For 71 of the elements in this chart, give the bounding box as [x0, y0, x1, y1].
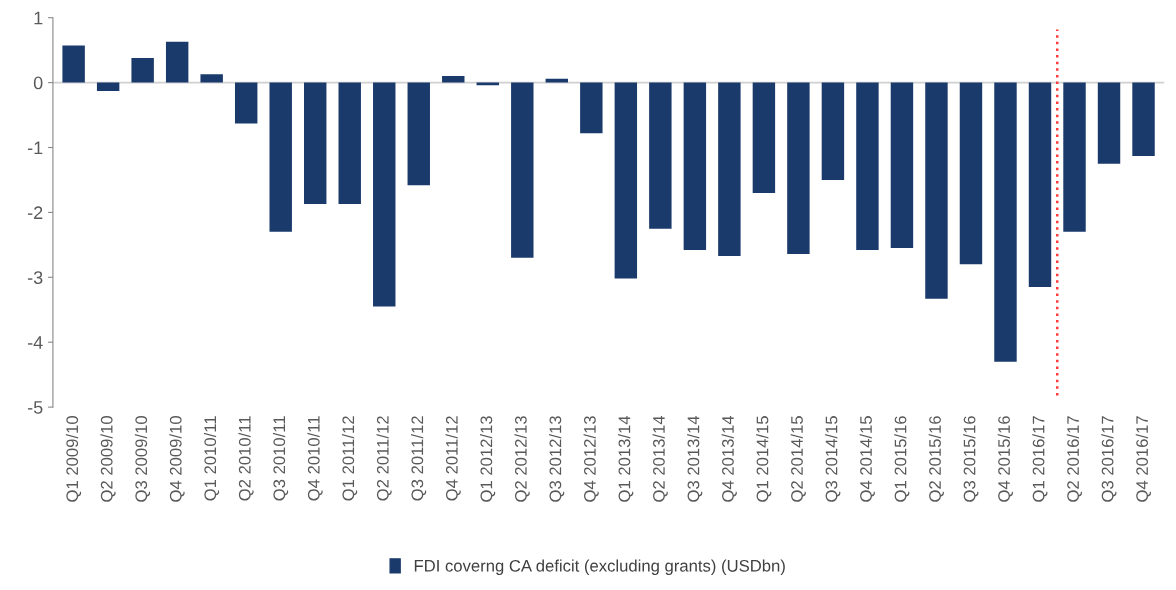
x-tick-label: Q3 2012/13 [549, 416, 565, 502]
bar [269, 82, 292, 232]
bar [683, 82, 707, 251]
y-tick-label: -5 [27, 401, 43, 414]
x-tick-label: Q3 2011/12 [410, 416, 427, 501]
bar [1097, 82, 1121, 164]
x-tick-label: Q4 2013/14 [721, 415, 737, 502]
bar [856, 82, 879, 251]
x-tick-label: Q4 2012/13 [583, 416, 599, 502]
bar [62, 45, 85, 83]
x-tick-label: Q1 2016/17 [1032, 416, 1048, 502]
x-tick-label: Q1 2013/14 [618, 415, 634, 502]
x-tick-label: Q4 2015/16 [997, 416, 1013, 502]
x-tick-label: Q1 2011/12 [341, 416, 358, 501]
legend-label: FDI coverng CA deficit (excluding grants) (USDbn) [414, 559, 785, 575]
bar [338, 82, 361, 204]
bar [165, 41, 189, 83]
x-tick-label: Q3 2016/17 [1101, 416, 1117, 502]
bar [373, 82, 396, 307]
bar [752, 82, 776, 193]
x-tick-label: Q4 2010/11 [307, 416, 323, 501]
bar [511, 82, 534, 258]
y-tick-label: 0 [33, 76, 43, 90]
x-tick-label: Q1 2012/13 [480, 416, 496, 502]
y-tick-label: -1 [27, 141, 43, 155]
x-tick-label: Q1 2010/11 [203, 416, 220, 501]
bar [890, 82, 914, 249]
bar [1028, 82, 1052, 288]
x-tick-label: Q2 2015/16 [928, 416, 944, 502]
x-tick-label: Q1 2014/15 [756, 416, 772, 502]
x-tick-label: Q4 2016/17 [1135, 416, 1151, 502]
bar [304, 82, 327, 204]
bar [234, 82, 258, 124]
bar [1132, 82, 1155, 156]
x-tick-label: Q3 2010/11 [272, 416, 289, 501]
x-tick-label: Q2 2014/15 [790, 416, 806, 502]
x-tick-label: Q2 2009/10 [100, 416, 116, 502]
bar [200, 74, 223, 83]
bar [580, 82, 603, 134]
bar [614, 82, 638, 279]
bar [407, 82, 430, 186]
bar [1063, 82, 1086, 232]
y-tick-label: -2 [27, 206, 43, 219]
x-tick-label: Q3 2014/15 [825, 416, 841, 502]
y-tick-label: -3 [27, 271, 43, 285]
x-tick-label: Q4 2011/12 [445, 416, 461, 501]
bar [787, 82, 810, 254]
bar [442, 76, 465, 83]
bar [649, 82, 672, 229]
bar [718, 82, 741, 256]
bar [96, 82, 120, 92]
bar [994, 82, 1017, 362]
x-tick-label: Q3 2009/10 [134, 416, 151, 502]
bar [925, 82, 948, 299]
x-tick-label: Q2 2012/13 [514, 416, 530, 502]
bar [821, 82, 845, 180]
x-tick-label: Q1 2015/16 [894, 416, 910, 502]
x-tick-label: Q2 2013/14 [652, 415, 668, 502]
x-tick-label: Q4 2014/15 [859, 416, 875, 502]
y-tick-label: -4 [27, 336, 43, 349]
bar [545, 78, 569, 83]
x-tick-label: Q2 2010/11 [238, 416, 254, 501]
bar [959, 82, 983, 265]
y-tick-label: 1 [34, 11, 43, 25]
x-tick-label: Q3 2013/14 [687, 415, 703, 502]
bar [131, 57, 154, 83]
x-tick-label: Q3 2015/16 [963, 416, 979, 502]
x-tick-label: Q2 2011/12 [376, 416, 392, 501]
x-tick-label: Q2 2016/17 [1066, 416, 1082, 502]
x-tick-label: Q4 2009/10 [169, 416, 185, 502]
x-tick-label: Q1 2009/10 [65, 416, 82, 502]
